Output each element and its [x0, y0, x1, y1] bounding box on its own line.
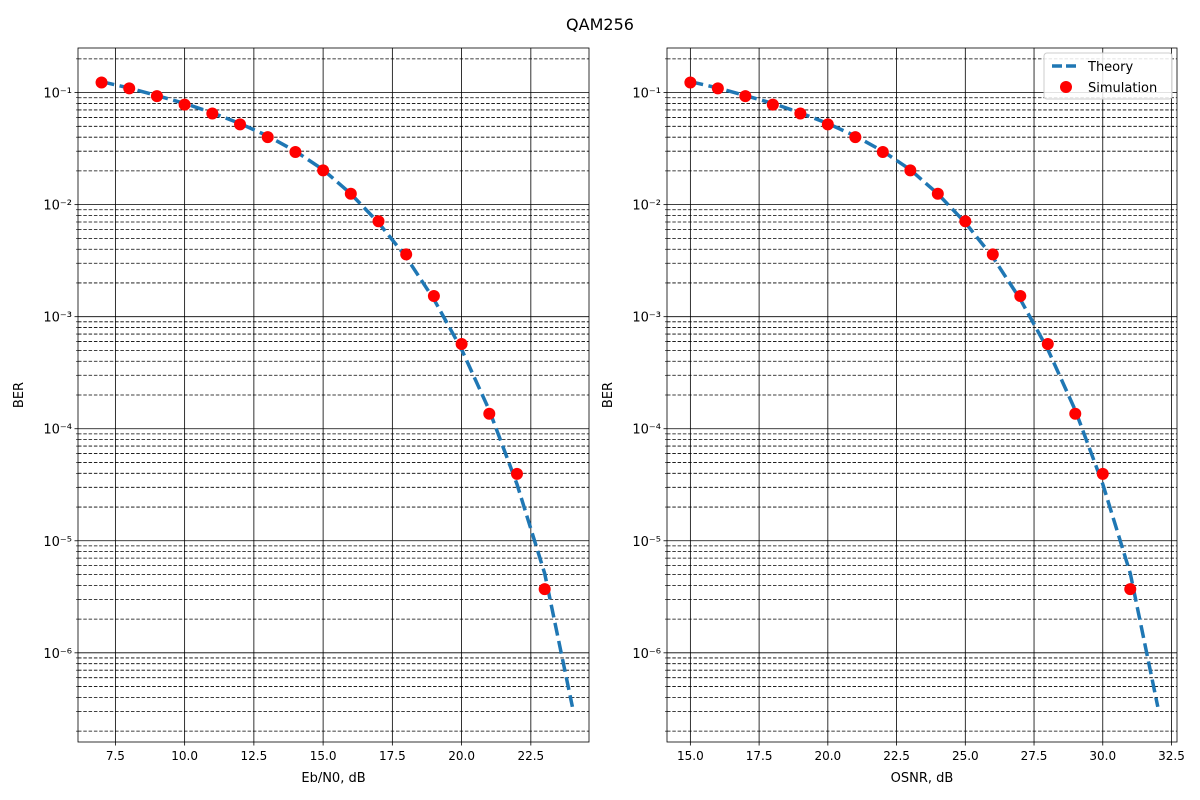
simulation-point — [289, 145, 302, 158]
x-axis-label: OSNR, dB — [891, 771, 954, 786]
simulation-point — [849, 131, 862, 144]
legend-label: Simulation — [1088, 81, 1157, 96]
x-tick-label: 17.5 — [379, 749, 406, 763]
y-tick-label: 10⁻⁴ — [43, 423, 72, 438]
simulation-point — [178, 98, 191, 111]
x-tick-label: 20.0 — [448, 749, 475, 763]
simulation-point — [794, 107, 807, 120]
x-tick-label: 15.0 — [310, 749, 337, 763]
simulation-point — [986, 248, 999, 261]
simulation-point — [684, 76, 697, 89]
y-tick-label: 10⁻⁶ — [43, 647, 72, 662]
y-tick-label: 10⁻⁵ — [632, 535, 661, 550]
y-axis-label: BER — [12, 382, 27, 408]
simulation-point — [234, 118, 247, 131]
simulation-point — [1096, 467, 1109, 480]
ber-vs-ebn0-chart: 10⁻⁶ 10⁻⁵ 10⁻⁴ 10⁻³ 10⁻² 10⁻¹ 7.5 10.0 12.5 15.0 1… — [12, 47, 590, 786]
simulation-point — [123, 82, 136, 95]
x-tick-label: 12.5 — [241, 749, 268, 763]
y-tick-label: 10⁻⁶ — [632, 647, 661, 662]
simulation-point — [876, 145, 889, 158]
x-tick-label: 27.5 — [1021, 749, 1048, 763]
simulation-point — [261, 131, 274, 144]
simulation-point — [317, 164, 330, 177]
simulation-point — [1041, 338, 1054, 351]
x-tick-label: 32.5 — [1158, 749, 1185, 763]
simulation-point — [427, 289, 440, 302]
y-tick-label: 10⁻³ — [43, 311, 72, 326]
simulation-point — [344, 187, 357, 200]
y-tick-label: 10⁻¹ — [43, 87, 72, 102]
simulation-point — [1014, 289, 1027, 302]
simulation-point — [95, 76, 108, 89]
simulation-point — [821, 118, 834, 131]
x-tick-label: 20.0 — [814, 749, 841, 763]
ber-vs-osnr-chart: 10⁻⁶ 10⁻⁵ 10⁻⁴ 10⁻³ 10⁻² 10⁻¹ 15.0 17.5 20.0 22.5… — [601, 47, 1185, 786]
simulation-point — [538, 583, 551, 596]
simulation-point — [483, 407, 496, 420]
y-tick-label: 10⁻³ — [632, 311, 661, 326]
simulation-point — [150, 90, 163, 103]
x-tick-label: 22.5 — [883, 749, 910, 763]
simulation-point — [959, 215, 972, 228]
simulation-point — [766, 98, 779, 111]
plot-frame — [666, 47, 1178, 743]
y-axis-label: BER — [601, 382, 616, 408]
x-tick-label: 7.5 — [106, 749, 125, 763]
x-tick-label: 17.5 — [746, 749, 773, 763]
simulation-point — [739, 90, 752, 103]
x-tick-label: 25.0 — [952, 749, 979, 763]
legend-label: Theory — [1087, 60, 1133, 75]
y-tick-label: 10⁻⁴ — [632, 423, 661, 438]
simulation-point — [931, 187, 944, 200]
x-axis-label: Eb/N0, dB — [301, 771, 365, 786]
plot-frame — [77, 47, 590, 743]
simulation-point — [1069, 407, 1082, 420]
x-tick-label: 22.5 — [517, 749, 544, 763]
simulation-point — [711, 82, 724, 95]
simulation-point — [206, 107, 219, 120]
y-tick-label: 10⁻² — [43, 199, 72, 214]
legend-marker-swatch — [1060, 81, 1072, 93]
simulation-point — [904, 164, 917, 177]
simulation-point — [1124, 583, 1137, 596]
y-tick-label: 10⁻² — [632, 199, 661, 214]
y-tick-label: 10⁻⁵ — [43, 535, 72, 550]
figure-title: QAM256 — [566, 15, 634, 34]
y-tick-label: 10⁻¹ — [632, 87, 661, 102]
simulation-point — [400, 248, 413, 261]
simulation-point — [510, 467, 523, 480]
x-tick-label: 10.0 — [171, 749, 198, 763]
simulation-point — [372, 215, 385, 228]
simulation-point — [455, 338, 468, 351]
x-tick-label: 30.0 — [1089, 749, 1116, 763]
x-tick-label: 15.0 — [677, 749, 704, 763]
